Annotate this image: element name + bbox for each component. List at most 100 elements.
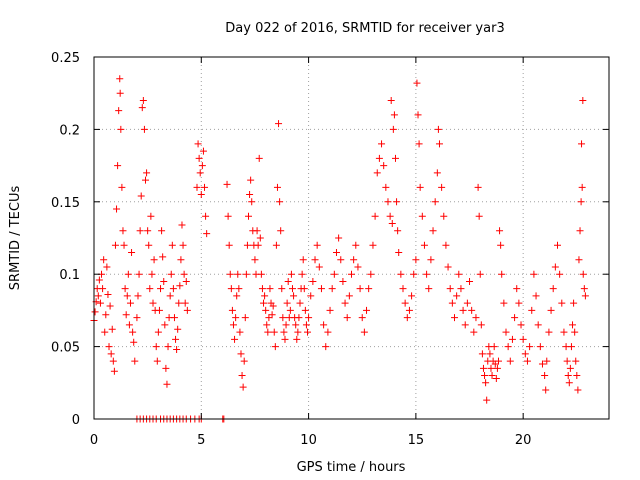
data-point: [158, 227, 166, 235]
data-point: [248, 198, 256, 206]
data-point: [375, 154, 383, 162]
data-point: [448, 299, 456, 307]
data-point: [472, 314, 480, 322]
data-point: [96, 299, 104, 307]
x-tick-label: 10: [300, 433, 317, 448]
data-point: [399, 285, 407, 293]
data-point: [293, 335, 301, 343]
data-point: [251, 256, 259, 264]
data-point: [390, 111, 398, 119]
data-point: [103, 263, 111, 271]
data-point: [536, 343, 544, 351]
data-point: [481, 372, 489, 380]
data-point: [182, 277, 190, 285]
data-point: [416, 183, 424, 191]
data-point: [475, 212, 483, 220]
data-point: [506, 357, 514, 365]
data-point: [394, 227, 402, 235]
data-point: [433, 169, 441, 177]
data-point: [238, 372, 246, 380]
data-point: [134, 292, 142, 300]
data-point: [579, 96, 587, 104]
data-point: [517, 321, 525, 329]
data-point: [229, 321, 237, 329]
data-point: [146, 285, 154, 293]
data-point: [166, 292, 174, 300]
data-point: [345, 292, 353, 300]
data-point: [305, 314, 313, 322]
data-point: [519, 335, 527, 343]
data-point: [511, 314, 519, 322]
data-point: [414, 111, 422, 119]
data-point: [176, 282, 184, 290]
data-point: [115, 107, 123, 115]
data-point: [174, 325, 182, 333]
data-point: [199, 147, 207, 155]
data-point: [508, 335, 516, 343]
data-point: [294, 328, 302, 336]
data-point: [266, 285, 274, 293]
data-point: [543, 357, 551, 365]
data-point: [288, 285, 296, 293]
data-point: [427, 256, 435, 264]
data-point: [301, 306, 309, 314]
data-point: [571, 328, 579, 336]
data-point: [577, 198, 585, 206]
data-point: [348, 270, 355, 278]
data-point: [477, 321, 485, 329]
data-point: [283, 299, 291, 307]
data-point: [488, 372, 496, 380]
data-point: [140, 125, 148, 133]
data-point: [401, 299, 409, 307]
data-point: [393, 198, 401, 206]
data-point: [268, 311, 276, 319]
data-point: [579, 270, 587, 278]
data-point: [281, 335, 289, 343]
data-point: [111, 241, 119, 249]
data-point: [497, 241, 505, 249]
data-point: [395, 248, 403, 256]
data-point: [240, 357, 248, 365]
data-point: [193, 183, 201, 191]
data-point: [237, 350, 245, 358]
data-point: [148, 270, 156, 278]
data-point: [107, 350, 115, 358]
data-point: [181, 299, 189, 307]
x-tick-labels: 0 5 10 15 20: [90, 433, 532, 448]
data-point: [263, 321, 271, 329]
x-tick-label: 0: [90, 433, 98, 448]
data-point: [235, 285, 243, 293]
data-point: [170, 314, 178, 322]
data-point: [202, 212, 210, 220]
data-point: [479, 364, 487, 372]
data-point: [255, 154, 263, 162]
data-point: [545, 328, 553, 336]
data-point: [279, 314, 287, 322]
data-point: [100, 256, 108, 264]
data-point: [298, 270, 306, 278]
data-point: [565, 379, 573, 387]
data-point: [360, 328, 368, 336]
data-point: [284, 277, 292, 285]
data-point: [282, 321, 290, 329]
data-point: [494, 357, 502, 365]
data-point: [578, 140, 586, 148]
data-point: [373, 169, 381, 177]
data-point: [451, 314, 458, 322]
data-point: [243, 241, 251, 249]
data-point: [307, 292, 315, 300]
data-point: [129, 328, 137, 336]
data-point: [125, 321, 133, 329]
data-point: [195, 154, 203, 162]
data-point: [500, 299, 508, 307]
data-point: [523, 357, 531, 365]
data-point: [434, 125, 442, 133]
data-point: [328, 285, 336, 293]
data-point: [143, 169, 151, 177]
x-tick-label: 5: [197, 433, 205, 448]
data-point: [378, 140, 386, 148]
data-point: [194, 140, 202, 148]
data-point: [446, 285, 454, 293]
data-point: [154, 328, 162, 336]
